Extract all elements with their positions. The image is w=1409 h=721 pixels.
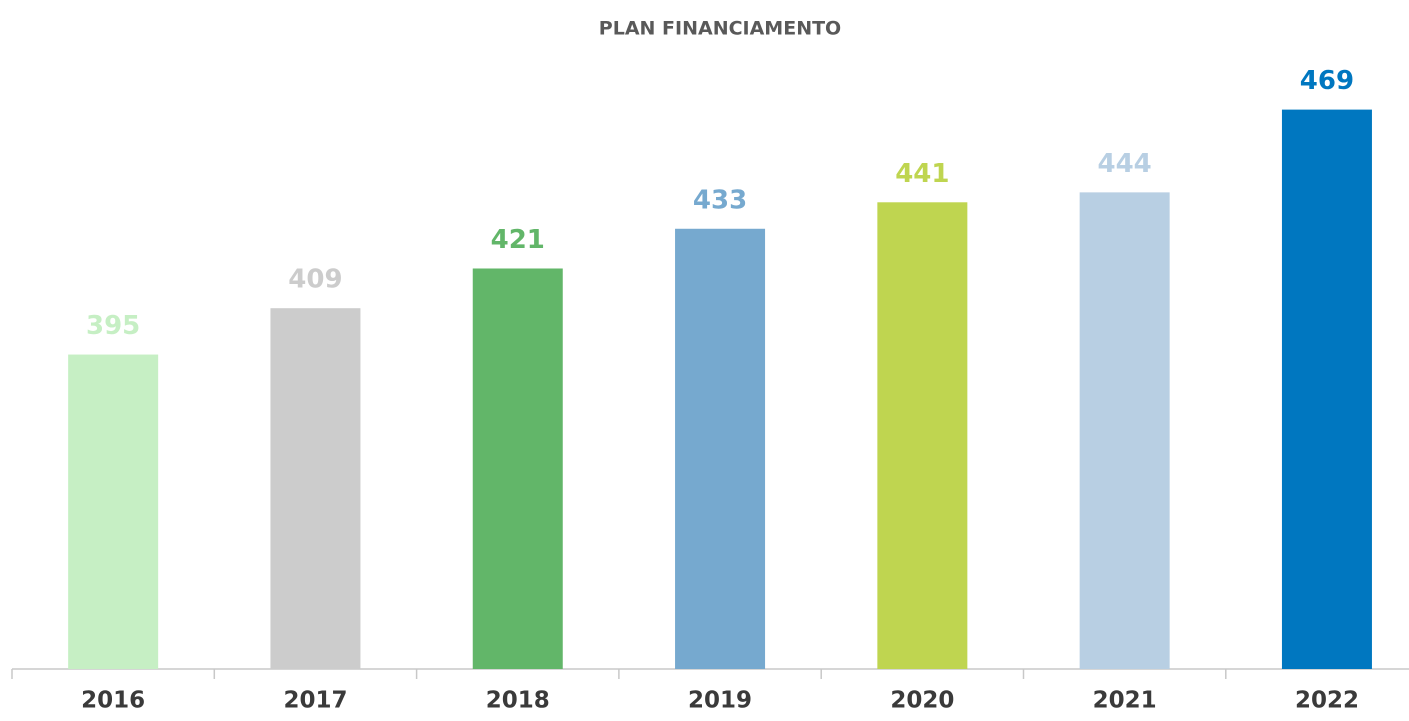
x-tick-label: 2018 — [486, 688, 550, 714]
x-tick-label: 2020 — [890, 688, 954, 714]
value-label: 421 — [491, 225, 545, 255]
bar — [68, 354, 159, 669]
bar — [877, 202, 968, 670]
value-label: 444 — [1098, 149, 1152, 179]
x-tick-label: 2017 — [283, 688, 347, 714]
value-label: 469 — [1300, 66, 1354, 96]
bar — [472, 268, 563, 669]
bar — [1281, 109, 1372, 670]
value-label: 409 — [288, 265, 342, 295]
value-label: 433 — [693, 185, 747, 215]
bar — [675, 228, 766, 669]
x-tick-label: 2019 — [688, 688, 752, 714]
chart-title: PLAN FINANCIAMENTO — [599, 18, 841, 40]
x-tick-label: 2022 — [1295, 688, 1359, 714]
value-label: 395 — [86, 311, 140, 341]
bar — [270, 308, 361, 669]
x-tick-label: 2016 — [81, 688, 145, 714]
bar — [1079, 192, 1170, 670]
x-tick-label: 2021 — [1093, 688, 1157, 714]
value-label: 441 — [895, 159, 949, 189]
